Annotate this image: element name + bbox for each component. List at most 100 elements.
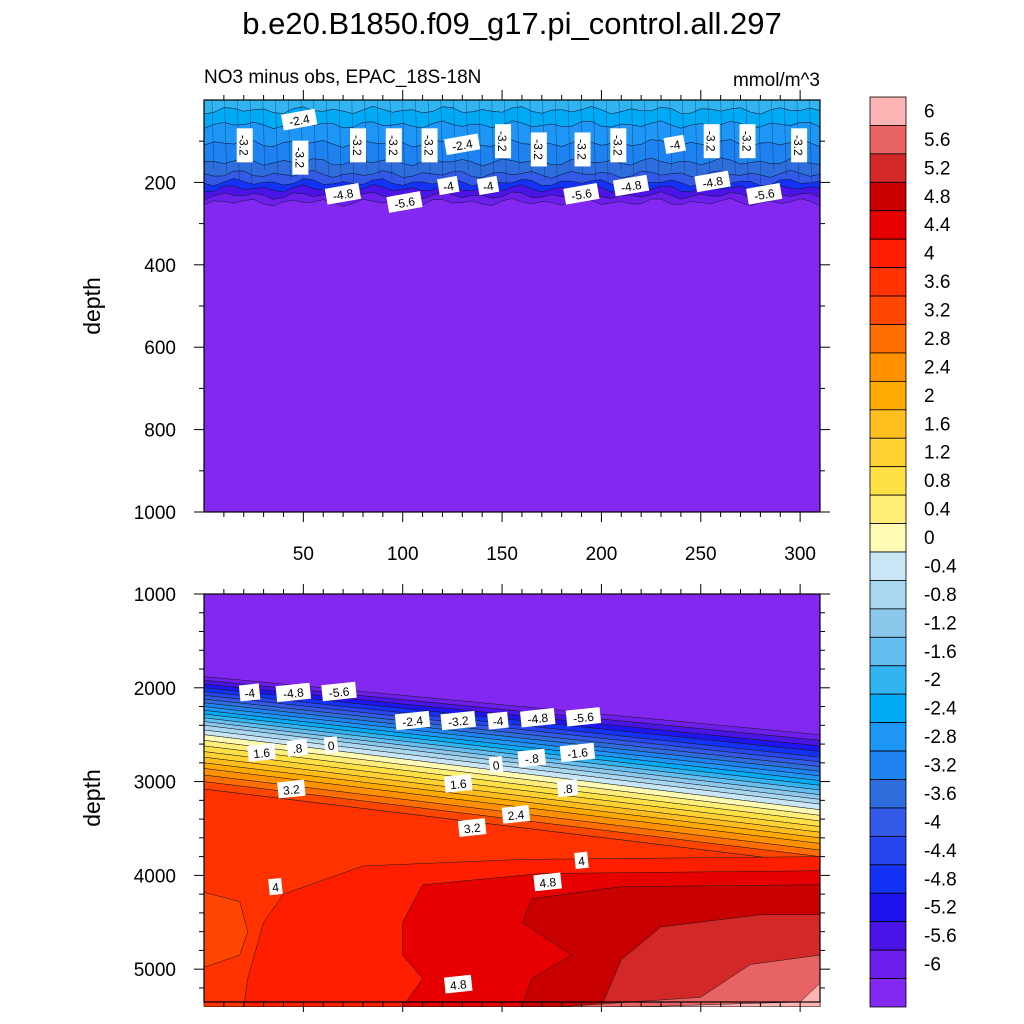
lower-plot-area — [203, 594, 821, 1007]
subtitle-right: mmol/m^3 — [733, 70, 820, 91]
upper-contour-streak — [733, 99, 736, 175]
upper-contour-label-box — [703, 124, 720, 159]
upper-contour-label-text: -3.2 — [610, 135, 624, 156]
lower-contour-label-box — [519, 708, 556, 728]
upper-contour-streak — [771, 99, 774, 171]
colorbar-label: 0.8 — [924, 471, 950, 492]
upper-contour-label-text: -3.2 — [495, 131, 509, 152]
colorbar-swatch — [869, 153, 907, 183]
upper-y-tick-label: 400 — [144, 256, 176, 277]
colorbar-label: -4.8 — [924, 869, 957, 890]
upper-x-tick-label: 50 — [293, 544, 314, 565]
lower-contour-label: -4 — [238, 683, 261, 702]
upper-contour-streak — [275, 99, 278, 175]
upper-x-tick-label: 300 — [784, 544, 816, 565]
lower-contour-label-text: -4 — [244, 686, 256, 701]
upper-contour-streak — [758, 99, 762, 185]
lower-contour-label-text: 4.8 — [539, 875, 557, 891]
upper-contour-label: -4.8 — [694, 170, 731, 193]
upper-contour-label-text: -4.8 — [332, 186, 355, 203]
lower-contour-label-box — [323, 736, 339, 754]
colorbar-swatch — [869, 608, 907, 638]
lower-y-tick-label: 3000 — [134, 773, 176, 794]
colorbar-swatch — [869, 352, 907, 382]
upper-contour-streak — [440, 99, 444, 180]
lower-y-axis-label: depth — [79, 769, 105, 827]
colorbar-swatch — [869, 210, 907, 240]
upper-contour-streak — [694, 99, 698, 180]
colorbar-label: 4 — [924, 244, 935, 265]
lower-contour-label: .8 — [556, 779, 579, 798]
lower-contour-label: 4.8 — [443, 974, 473, 994]
upper-x-tick-label: 100 — [387, 544, 419, 565]
lower-contour-label: 4 — [574, 851, 589, 869]
colorbar-swatch — [869, 125, 907, 155]
colorbar-swatch — [869, 238, 907, 269]
lower-contour-label-box — [275, 682, 312, 703]
colorbar-label: 6 — [924, 101, 935, 122]
lower-contour-label-text: 4 — [577, 854, 585, 869]
lower-contour-label-box — [277, 779, 306, 799]
upper-y-axis-label: depth — [79, 277, 105, 335]
upper-contour-label-text: -4.8 — [701, 174, 724, 191]
colorbar-label: 4.4 — [924, 215, 951, 236]
colorbar-label: 0 — [924, 528, 935, 549]
upper-contour-streak — [338, 99, 342, 180]
upper-contour-label-text: -3.2 — [422, 135, 436, 156]
upper-contour-label: -3.2 — [292, 140, 309, 175]
colorbar-swatch — [869, 466, 907, 496]
lower-contour-label-text: 4.8 — [449, 977, 467, 993]
colorbar-label: -3.2 — [924, 756, 957, 777]
lower-contour-label: -3.2 — [440, 710, 476, 731]
lower-contour-label-box — [533, 872, 562, 892]
lower-contour-label: -4.8 — [275, 682, 312, 703]
colorbar-swatch — [869, 181, 907, 212]
upper-contour-label-text: -2.4 — [451, 137, 474, 154]
upper-contour-streak — [402, 99, 405, 185]
upper-x-tick-label: 250 — [685, 544, 717, 565]
colorbar-swatch — [869, 978, 907, 1008]
subtitle-left: NO3 minus obs, EPAC_18S-18N — [204, 67, 481, 88]
upper-contour-streak — [491, 99, 495, 180]
colorbar-label: -0.8 — [924, 585, 957, 606]
colorbar-label: -4.4 — [924, 841, 957, 862]
lower-contour-label-box — [440, 710, 476, 731]
upper-contour-label: -3.2 — [791, 128, 808, 163]
colorbar-label: -5.6 — [924, 926, 957, 947]
upper-contour-streak — [644, 99, 647, 180]
upper-contour-label: -5.6 — [563, 182, 600, 205]
upper-contour-streak — [783, 99, 787, 175]
lower-contour-label-text: 4 — [271, 880, 279, 895]
lower-contour-label-text: -4.8 — [282, 685, 304, 701]
upper-contour-label: -3.2 — [610, 128, 627, 163]
lower-contour-label-text: -3.2 — [447, 713, 469, 729]
upper-contour-label: -3.2 — [385, 128, 402, 163]
upper-contour-label-text: -3.2 — [292, 147, 306, 168]
colorbar-swatch — [869, 921, 907, 951]
colorbar-swatch — [869, 295, 907, 325]
upper-contour-label-box — [421, 128, 438, 163]
upper-y-tick-label: 800 — [144, 421, 176, 442]
colorbar-swatch — [869, 324, 907, 354]
upper-contour-streak — [465, 99, 469, 171]
upper-contour-streak — [287, 99, 291, 180]
upper-contour-label-text: -5.6 — [393, 194, 416, 211]
upper-contour-streak — [326, 99, 329, 175]
lower-contour-label: -5.6 — [321, 681, 357, 702]
upper-contour-streak — [593, 99, 596, 180]
upper-contour-streak — [669, 99, 673, 171]
colorbar-label: -2.8 — [924, 727, 957, 748]
upper-contour-label: -5.6 — [386, 191, 423, 213]
lower-contour-label-box — [268, 877, 283, 896]
lower-contour-label: 1.6 — [247, 743, 276, 762]
upper-contour-label-text: -3.2 — [237, 135, 251, 156]
colorbar-swatch — [869, 864, 907, 894]
lower-contour-label-box — [321, 681, 357, 702]
colorbar-swatch — [869, 779, 907, 809]
lower-frame — [203, 593, 821, 1003]
lower-contour-label-text: -5.6 — [573, 710, 595, 726]
upper-contour-streak — [656, 99, 660, 185]
lower-contour-label: -.8 — [517, 748, 547, 768]
upper-contour-label-text: -3.2 — [350, 135, 364, 156]
lower-contour-label-text: 1.6 — [449, 777, 467, 793]
